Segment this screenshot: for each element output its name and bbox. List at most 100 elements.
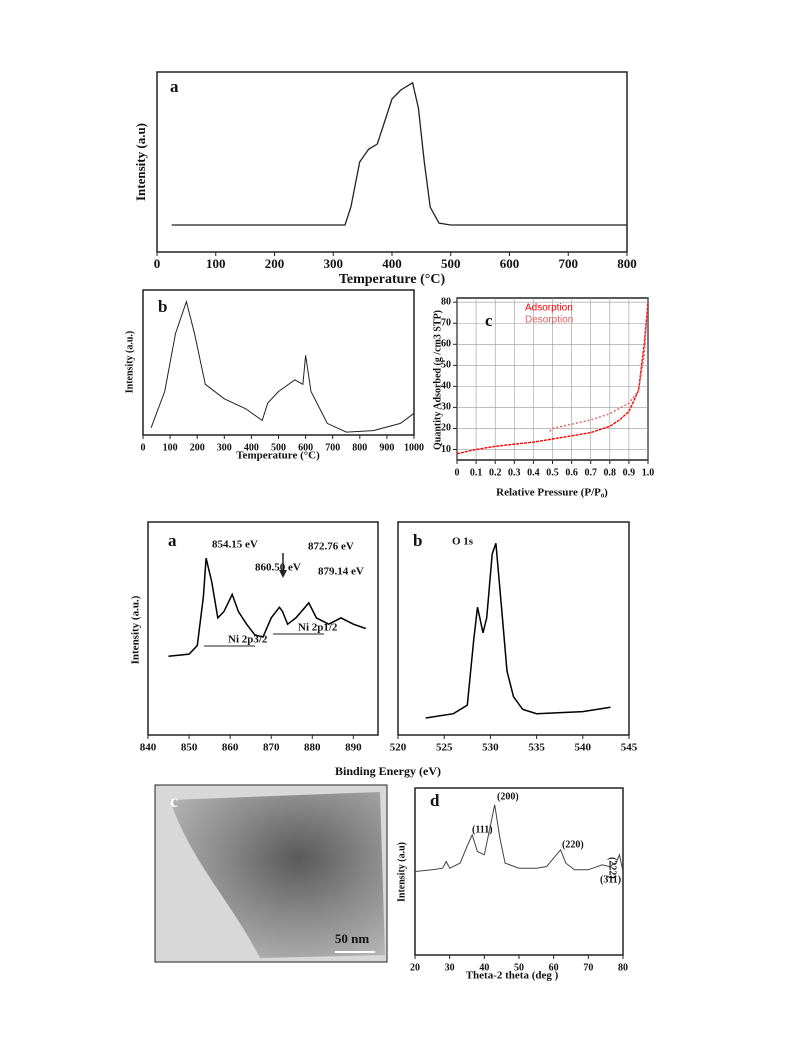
x-tick-label: 100	[163, 442, 178, 453]
scale-bar-label: 50 nm	[335, 931, 369, 946]
x-tick-label: 700	[325, 442, 340, 453]
annotation: (220)	[562, 839, 584, 850]
x-tick-label: 545	[621, 742, 638, 754]
annotation: 860.50 eV	[255, 562, 301, 574]
x-tick-label: 900	[379, 442, 394, 453]
y-tick-label: 50	[441, 360, 451, 371]
data-line	[168, 558, 366, 657]
x-tick-label: 800	[352, 442, 367, 453]
x-axis-label: Relative Pressure (P/P₀)	[496, 487, 608, 499]
x-tick-label: 535	[528, 742, 545, 754]
x-tick-label: 850	[181, 742, 198, 754]
y-axis-label: Quantity Adsorbed (g /cm3 STP)	[432, 310, 443, 450]
x-tick-label: 0.7	[584, 467, 597, 478]
data-line	[425, 543, 611, 719]
x-tick-label: 600	[500, 256, 520, 271]
x-tick-label: 0.5	[546, 467, 559, 478]
x-tick-label: 0.4	[527, 467, 540, 478]
x-tick-label: 540	[575, 742, 592, 754]
y-tick-label: 10	[441, 444, 451, 455]
x-tick-label: 890	[345, 742, 362, 754]
annotation: Ni 2p1/2	[298, 622, 338, 634]
x-tick-label: 500	[271, 442, 286, 453]
x-tick-label: 880	[304, 742, 321, 754]
annotation: (311)	[600, 874, 621, 885]
tem-particle	[170, 792, 385, 958]
x-tick-label: 0.8	[604, 467, 617, 478]
panel-label: b	[158, 297, 167, 316]
data-line	[150, 299, 415, 433]
y-tick-label: 80	[441, 297, 451, 308]
annotation: 879.14 eV	[318, 566, 364, 578]
y-axis-label: Intensity (a.u)	[133, 123, 148, 201]
x-axis-label: Binding Energy (eV)	[335, 764, 441, 778]
x-tick-label: 530	[482, 742, 499, 754]
annotation: 872.76 eV	[308, 541, 354, 553]
x-tick-label: 0.9	[623, 467, 636, 478]
x-tick-label: 70	[583, 962, 593, 973]
y-tick-label: 70	[441, 318, 451, 329]
x-tick-label: 1.0	[642, 467, 655, 478]
x-tick-label: 300	[217, 442, 232, 453]
y-axis-label: Intensity (a.u.)	[130, 595, 142, 664]
panel-label: c	[170, 791, 178, 811]
panel-label: a	[170, 77, 179, 96]
plot-frame	[414, 787, 624, 956]
annotation: Ni 2p3/2	[228, 634, 268, 646]
y-tick-label: 60	[441, 339, 451, 350]
annotation: (200)	[497, 791, 519, 802]
x-tick-label: 0.1	[470, 467, 483, 478]
x-tick-label: 700	[559, 256, 579, 271]
x-tick-label: 80	[618, 962, 628, 973]
x-tick-label: 600	[298, 442, 313, 453]
panel-label: a	[168, 531, 177, 550]
x-tick-label: 400	[382, 256, 402, 271]
x-tick-label: 500	[441, 256, 461, 271]
x-tick-label: 870	[263, 742, 280, 754]
x-tick-label: 100	[206, 256, 226, 271]
data-line	[456, 302, 649, 455]
annotation: (222)	[607, 857, 618, 879]
annotation: O 1s	[452, 536, 474, 548]
data-line	[414, 804, 624, 872]
panel-label: c	[485, 311, 493, 330]
x-tick-label: 40	[479, 962, 489, 973]
plot-frame	[397, 521, 630, 736]
x-tick-label: 60	[549, 962, 559, 973]
x-tick-label: 200	[265, 256, 285, 271]
x-axis-label: Temperature (°C)	[236, 450, 320, 462]
x-tick-label: 30	[445, 962, 455, 973]
y-axis-label: Intensity (a.u)	[396, 842, 407, 902]
x-tick-label: 860	[222, 742, 239, 754]
x-axis-label: Theta-2 theta (deg )	[466, 970, 559, 982]
annotation: 854.15 eV	[212, 539, 258, 551]
panel-label: d	[430, 791, 440, 810]
x-tick-label: 0.6	[565, 467, 578, 478]
x-tick-label: 0	[141, 442, 146, 453]
x-tick-label: 0	[455, 467, 460, 478]
data-line	[548, 302, 649, 434]
legend-label: Desorption	[525, 315, 573, 326]
y-tick-label: 40	[441, 381, 451, 392]
data-line	[171, 81, 627, 226]
x-tick-label: 400	[244, 442, 259, 453]
x-tick-label: 840	[140, 742, 157, 754]
x-tick-label: 20	[410, 962, 420, 973]
panel-label: b	[413, 531, 422, 550]
x-tick-label: 200	[190, 442, 205, 453]
x-tick-label: 0	[154, 256, 161, 271]
x-tick-label: 520	[390, 742, 407, 754]
plot-frame	[147, 521, 379, 736]
x-tick-label: 800	[617, 256, 637, 271]
y-tick-label: 20	[441, 423, 451, 434]
x-tick-label: 50	[514, 962, 524, 973]
x-tick-label: 1000	[404, 442, 424, 453]
x-tick-label: 300	[324, 256, 344, 271]
y-axis-label: Intensity (a.u.)	[124, 331, 135, 394]
x-tick-label: 0.2	[489, 467, 502, 478]
x-tick-label: 0.3	[508, 467, 521, 478]
x-axis-label: Temperature (°C)	[339, 272, 446, 287]
x-tick-label: 525	[436, 742, 453, 754]
arrow-head	[279, 570, 287, 578]
